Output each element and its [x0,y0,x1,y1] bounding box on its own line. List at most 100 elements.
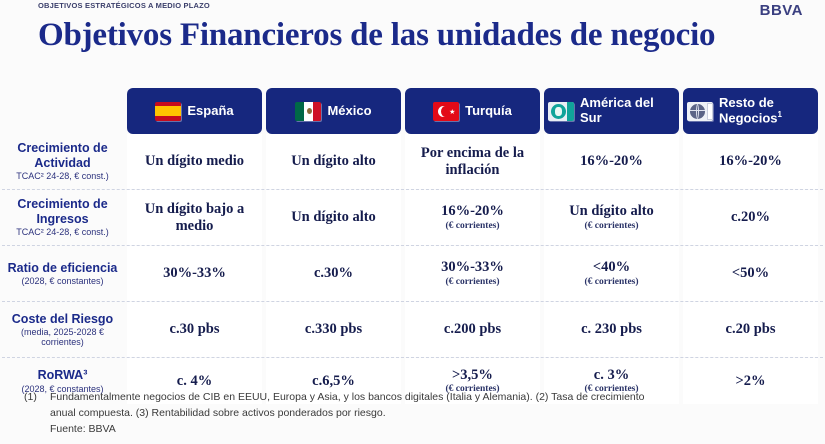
row-label-main: Crecimiento de Ingresos [17,197,108,226]
table-cell: Por encima de la inflación [405,134,540,189]
cell-value: c.30 pbs [169,321,220,338]
cell-value: Un dígito medio [144,153,245,170]
footnote-marker: (1) [24,391,37,403]
row-label-sub: (media, 2025-2028 € corrientes) [20,327,105,348]
table-row: Ratio de eficiencia (2028, € constantes)… [0,246,825,301]
table-cell: 30%-33% (€ corrientes) [405,246,540,301]
row-label-sub: TCAC² 24-28, € const.) [16,227,109,238]
globe-south-america-icon [548,101,574,121]
table-cell: c.330 pbs [266,302,401,357]
column-header-footnote-marker: 1 [777,109,782,119]
row-label-coste-del-riesgo: Coste del Riesgo (media, 2025-2028 € cor… [0,302,125,357]
bbva-logo: BBVA [759,2,803,19]
footnote-line-2: anual compuesta. (3) Rentabilidad sobre … [50,406,386,419]
column-header-label: Resto de Negocios1 [719,96,814,125]
globe-rest-of-business-icon [687,101,713,121]
cell-value: 16%-20% [580,153,643,170]
cell-value: c. 3% [593,366,630,383]
table-cell: 30%-33% [127,246,262,301]
column-header-mexico[interactable]: México [266,88,401,134]
table-cell: <50% [683,246,818,301]
cell-value: c.200 pbs [443,321,502,338]
cell-value: c. 230 pbs [581,321,642,338]
table-row: Crecimiento de Ingresos TCAC² 24-28, € c… [0,190,825,245]
table-row: RoRWA³ (2028, € constantes) c. 4% c.6,5%… [0,358,825,404]
table-cell: Un dígito medio [127,134,262,189]
footnote-source: Fuente: BBVA [50,422,116,435]
column-header-label: América del Sur [580,95,654,125]
cell-value: Un dígito alto [291,153,376,170]
cell-value: Un dígito alto [569,203,654,220]
cell-value: >3,5% [452,366,493,383]
row-label-rorwa: RoRWA³ (2028, € constantes) [0,358,125,404]
footnote-line-1: (1) Fundamentalmente negocios de CIB en … [18,390,813,406]
cell-note: (€ corrientes) [445,220,500,231]
column-header-label: Turquía [465,102,512,118]
column-header-turquia[interactable]: ★ Turquía [405,88,540,134]
cell-value: c.20 pbs [725,321,776,338]
cell-value: 30%-33% [163,265,226,282]
row-label-crecimiento-actividad: Crecimiento de Actividad TCAC² 24-28, € … [0,134,125,189]
footnotes: (1) Fundamentalmente negocios de CIB en … [18,390,813,438]
table-cell: Un dígito alto [266,134,401,189]
table-cell: c.20% [683,190,818,245]
cell-note: (€ corrientes) [584,276,639,287]
table-cell: 16%-20% (€ corrientes) [405,190,540,245]
cell-value: c.20% [730,209,771,226]
table-cell: c.30 pbs [127,302,262,357]
column-header-label: España [187,102,234,118]
row-label-main: Crecimiento de Actividad [17,141,108,170]
table-cell: <40% (€ corrientes) [544,246,679,301]
flag-spain-icon [155,101,182,121]
row-label-ratio-eficiencia: Ratio de eficiencia (2028, € constantes) [0,246,125,301]
cell-value: Un dígito bajo a medio [144,200,245,234]
row-divider [2,245,823,246]
cell-value: c.330 pbs [304,321,363,338]
cell-note: (€ corrientes) [445,384,500,395]
table-cell: c.6,5% [266,358,401,404]
table-cell: c. 230 pbs [544,302,679,357]
cell-note: (€ corrientes) [584,220,639,231]
objectives-table: España México ★ Turquía América del Sur [0,88,825,404]
table-row: Coste del Riesgo (media, 2025-2028 € cor… [0,302,825,357]
cell-value: c.30% [313,265,354,282]
table-row: Crecimiento de Actividad TCAC² 24-28, € … [0,134,825,189]
eyebrow-label: OBJETIVOS ESTRATÉGICOS A MEDIO PLAZO [38,1,210,10]
table-cell: c. 4% [127,358,262,404]
table-cell: >3,5% (€ corrientes) [405,358,540,404]
cell-value: 30%-33% [441,259,504,276]
table-header-row: España México ★ Turquía América del Sur [0,88,825,134]
flag-mexico-icon [295,101,322,121]
cell-note: (€ corrientes) [445,276,500,287]
cell-value: >2% [735,372,766,389]
page-title: Objetivos Financieros de las unidades de… [38,17,716,53]
table-cell: Un dígito alto [266,190,401,245]
table-cell: Un dígito bajo a medio [127,190,262,245]
cell-value: c.6,5% [312,372,355,389]
column-header-resto-de-negocios[interactable]: Resto de Negocios1 [683,88,818,134]
table-cell: c. 3% (€ corrientes) [544,358,679,404]
row-label-main: Ratio de eficiencia [7,260,118,275]
table-cell: c.30% [266,246,401,301]
column-header-espana[interactable]: España [127,88,262,134]
row-label-main: RoRWA³ [37,368,88,383]
cell-value: <50% [731,265,770,282]
cell-value: Un dígito alto [291,209,376,226]
table-cell: 16%-20% [683,134,818,189]
row-label-sub: (2028, € constantes) [21,276,104,287]
row-label-crecimiento-ingresos: Crecimiento de Ingresos TCAC² 24-28, € c… [0,190,125,245]
header-corner-spacer [0,88,125,134]
cell-value: c. 4% [176,372,213,389]
cell-value: <40% [592,259,631,276]
flag-turkey-icon: ★ [433,101,460,121]
cell-value: 16%-20% [719,153,782,170]
row-divider [2,189,823,190]
row-label-sub: (2028, € constantes) [21,383,104,394]
table-cell: c.20 pbs [683,302,818,357]
column-header-america-del-sur[interactable]: América del Sur [544,88,679,134]
table-cell: 16%-20% [544,134,679,189]
cell-value: Por encima de la inflación [420,144,525,178]
column-header-label: México [327,102,372,118]
table-cell: Un dígito alto (€ corrientes) [544,190,679,245]
table-cell: >2% [683,358,818,404]
